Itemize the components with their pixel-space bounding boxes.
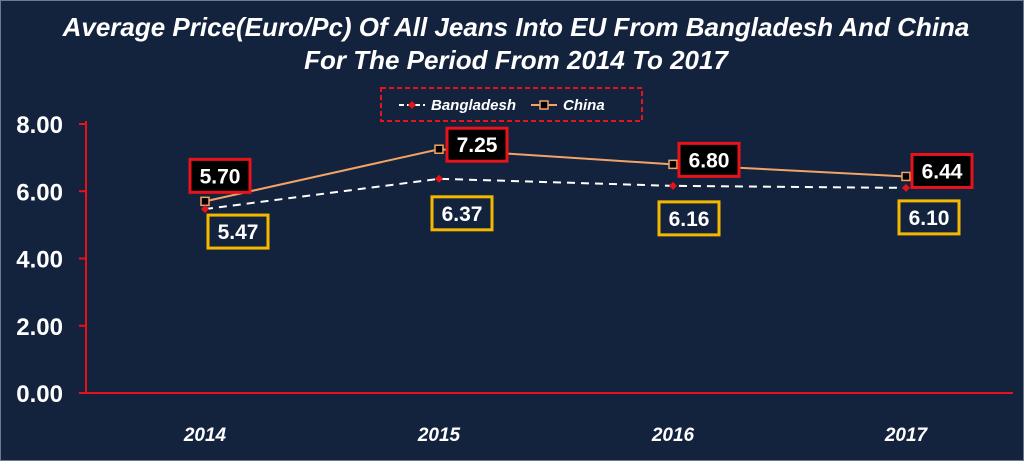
data-label-bangladesh: 5.47 [218,221,259,244]
data-label-bangladesh: 6.10 [909,207,950,230]
data-label-china: 6.80 [689,149,730,172]
data-label-bangladesh: 6.37 [442,203,483,226]
data-label-bangladesh-box [897,199,961,236]
data-point-china [901,171,911,182]
legend-marker-bangladesh [408,101,416,109]
data-point-bangladesh [435,174,443,183]
data-point-bangladesh [669,181,677,190]
legend-box [380,87,643,122]
data-point-bangladesh [201,205,209,214]
data-label-china: 7.25 [457,134,498,157]
data-label-china-box [910,152,974,189]
x-tick-label: 2016 [651,425,695,446]
data-point-china [668,159,678,170]
data-label-china-box [677,141,741,178]
y-tick-label: 6.00 [16,179,63,206]
data-point-bangladesh [902,183,910,192]
x-tick-label: 2015 [417,425,461,446]
x-tick-label: 2014 [183,425,227,446]
data-label-bangladesh-box [657,200,721,237]
data-label-bangladesh: 6.16 [669,208,710,231]
x-tick-label: 2017 [884,425,929,446]
legend-label-bangladesh: Bangladesh [431,97,516,114]
data-label-bangladesh-box [430,195,494,232]
y-tick-label: 0.00 [16,381,63,408]
y-tick-label: 2.00 [16,314,63,341]
y-tick-label: 8.00 [16,112,63,139]
chart-title: Average Price(Euro/Pc) Of All Jeans Into… [62,12,970,75]
data-label-china-box [188,157,252,194]
data-point-china [434,144,444,154]
legend-label-china: China [563,97,605,114]
data-label-china-box [445,126,509,163]
data-label-bangladesh-box [206,213,270,250]
legend-marker-china [539,100,549,110]
data-label-china: 6.44 [922,160,963,183]
data-point-china [200,196,210,207]
series-line-china [204,148,907,203]
data-label-china: 5.70 [200,165,241,188]
series-line-bangladesh [204,177,907,211]
y-tick-label: 4.00 [16,247,63,274]
